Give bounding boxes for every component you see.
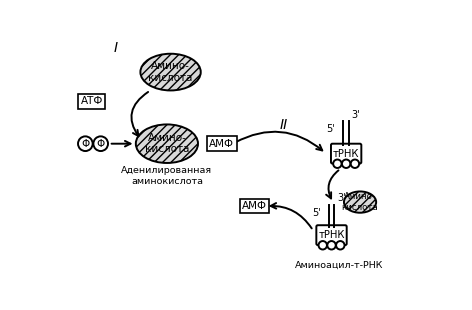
Text: Амино-
кислота: Амино- кислота	[148, 61, 193, 83]
Circle shape	[319, 241, 327, 250]
Text: 3': 3'	[337, 193, 346, 203]
Text: тРНК: тРНК	[333, 148, 359, 159]
Ellipse shape	[140, 54, 201, 91]
Text: Аденилированная
аминокислота: Аденилированная аминокислота	[121, 166, 212, 186]
FancyArrowPatch shape	[326, 170, 338, 198]
Text: Φ: Φ	[81, 139, 90, 149]
Circle shape	[351, 160, 359, 168]
Circle shape	[333, 160, 342, 168]
Text: 5': 5'	[327, 124, 335, 134]
Text: АТФ: АТФ	[81, 96, 103, 106]
FancyArrowPatch shape	[235, 132, 322, 150]
Text: тРНК: тРНК	[318, 230, 345, 240]
Circle shape	[78, 136, 93, 151]
FancyArrowPatch shape	[111, 141, 130, 146]
Circle shape	[93, 136, 108, 151]
Text: АМФ: АМФ	[209, 139, 234, 149]
FancyArrowPatch shape	[131, 92, 148, 136]
Text: Аминоацил-т-РНК: Аминоацил-т-РНК	[295, 261, 383, 270]
Circle shape	[342, 160, 350, 168]
Circle shape	[327, 241, 336, 250]
Ellipse shape	[136, 124, 198, 163]
Circle shape	[336, 241, 345, 250]
Text: Φ: Φ	[97, 139, 105, 149]
FancyBboxPatch shape	[316, 225, 347, 245]
FancyArrowPatch shape	[270, 203, 312, 228]
Text: 3': 3'	[352, 110, 360, 120]
Text: 5': 5'	[312, 208, 320, 218]
Text: I: I	[114, 41, 118, 55]
FancyBboxPatch shape	[331, 144, 362, 164]
Text: АМФ: АМФ	[242, 201, 267, 211]
Ellipse shape	[344, 192, 376, 213]
Text: Амино-
кислота: Амино- кислота	[145, 133, 189, 154]
Text: II: II	[280, 118, 288, 132]
Text: Амино-
кислота: Амино- кислота	[342, 193, 379, 212]
